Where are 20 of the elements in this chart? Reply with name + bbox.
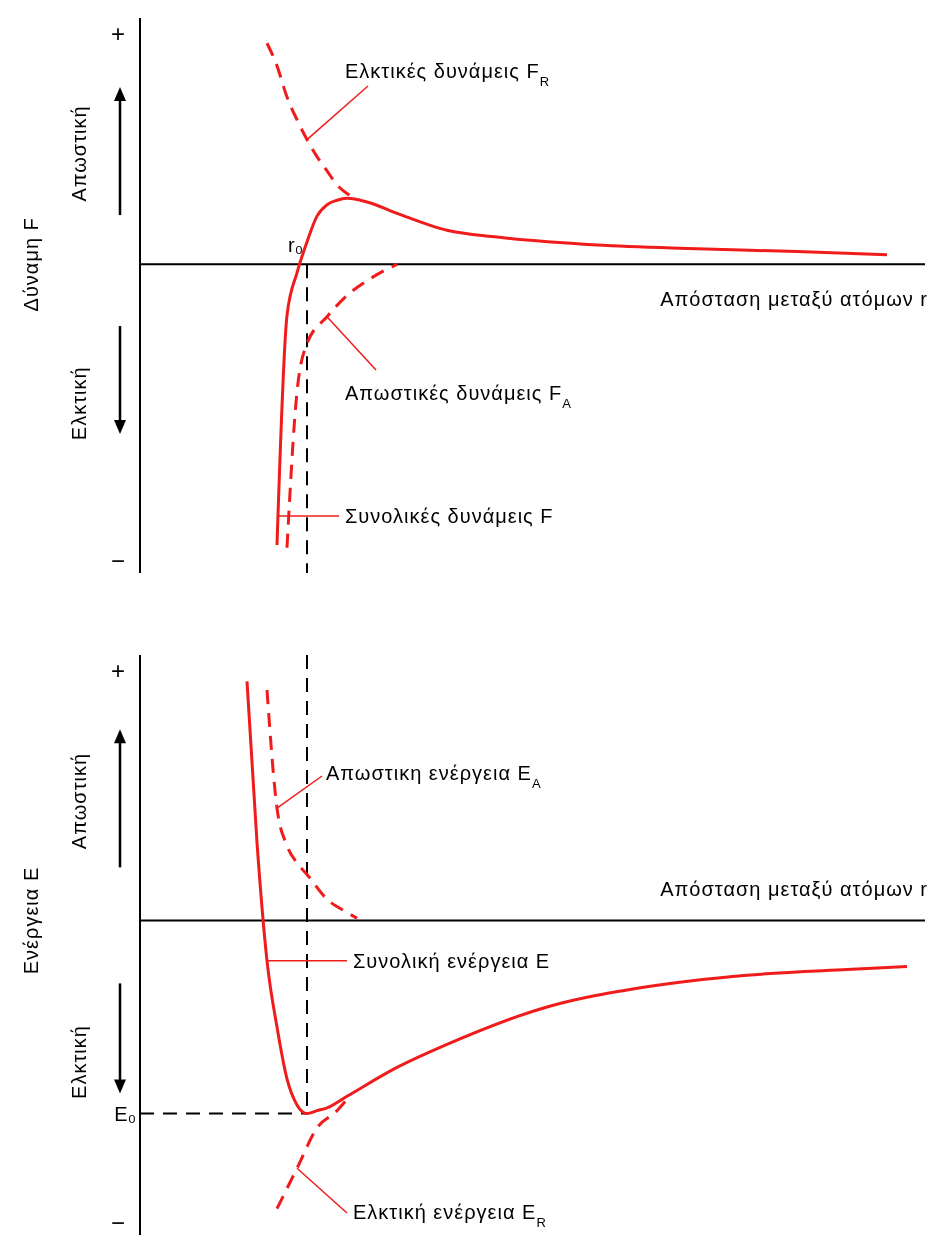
legend-label: Συνολική ενέργεια E [353, 949, 551, 972]
text: Ελκτική [68, 366, 90, 441]
y-axis-title: Ενέργεια E [20, 866, 42, 975]
y-axis-title: Δύναμη F [20, 217, 42, 312]
x-axis-title: Απόσταση μεταξύ ατόμων r [660, 877, 928, 900]
ref-line-label: E₀ [114, 1102, 136, 1125]
text: Ελκτικές δυνάμεις F$_{R}$ [345, 60, 551, 89]
annotation: r₀ [288, 234, 303, 257]
text: − [110, 1209, 126, 1236]
text: Απωστικη ενέργεια E$_{A}$ [326, 762, 542, 791]
text: + [110, 20, 126, 47]
text: Απωστική [68, 105, 90, 202]
text: Ελκτική [68, 1025, 90, 1099]
text: Ελκτική ενέργεια E$_{R}$ [353, 1201, 547, 1230]
legend-label: Συνολικές δυνάμεις F [345, 505, 554, 527]
x-axis-title: Απόσταση μεταξύ ατόμων r [660, 288, 928, 311]
text: + [110, 657, 126, 684]
text: Απωστική [68, 752, 90, 850]
text: Απωστικές δυνάμεις F$_{A}$ [345, 382, 572, 411]
text: − [110, 547, 126, 574]
